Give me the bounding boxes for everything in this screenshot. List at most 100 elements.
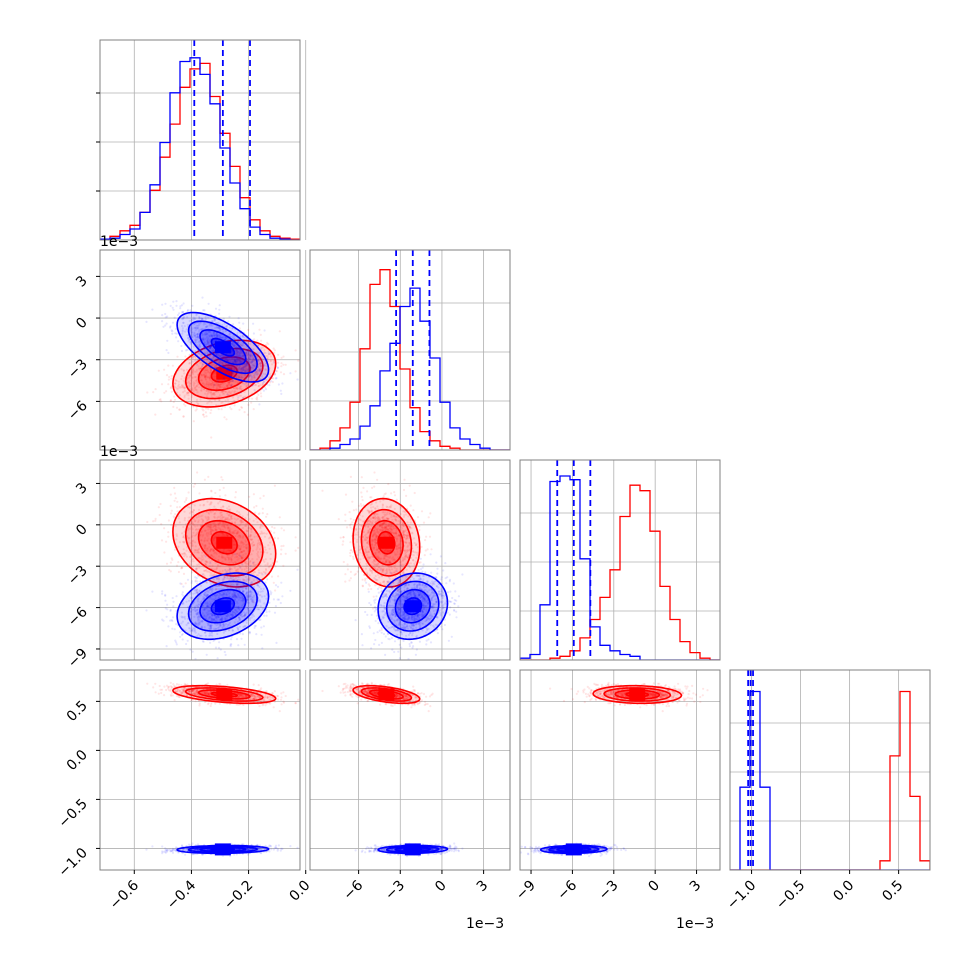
scatter-point — [247, 353, 250, 356]
scatter-point — [206, 519, 209, 522]
scatter-point — [236, 394, 239, 397]
scatter-point — [267, 352, 271, 356]
scatter-point — [229, 379, 232, 382]
scatter-point — [247, 328, 250, 332]
scatter-point — [181, 591, 184, 594]
scatter-point — [215, 335, 218, 339]
scatter-point — [244, 367, 247, 370]
scatter-point — [200, 317, 203, 320]
scatter-point — [233, 531, 236, 535]
scatter-point — [321, 489, 324, 492]
scatter-point — [215, 335, 219, 338]
scatter-point — [181, 532, 184, 535]
scatter-point — [240, 557, 244, 560]
scatter-point — [280, 362, 283, 365]
scatter-point — [219, 383, 222, 386]
scatter-point — [172, 400, 175, 404]
scatter-point — [199, 504, 202, 507]
scatter-point — [185, 497, 188, 500]
scatter-point — [234, 359, 237, 362]
scatter-point — [242, 549, 245, 552]
scatter-point — [172, 600, 175, 603]
scatter-point — [190, 544, 193, 548]
scatter-point — [182, 384, 185, 387]
scatter-point — [261, 532, 264, 535]
scatter-point — [241, 343, 244, 346]
scatter-point — [214, 588, 217, 591]
scatter-point — [209, 344, 212, 347]
scatter-point — [200, 554, 203, 557]
scatter-point — [165, 615, 168, 618]
scatter-point — [199, 354, 202, 357]
scatter-point — [259, 377, 262, 380]
scatter-point — [246, 367, 250, 371]
scatter-point — [216, 353, 219, 356]
scatter-point — [241, 543, 244, 546]
scatter-point — [185, 393, 188, 396]
scatter-point — [210, 344, 213, 347]
scatter-point — [217, 580, 220, 583]
scatter-point — [202, 409, 205, 412]
scatter-point — [242, 354, 245, 357]
scatter-point — [208, 346, 211, 349]
scatter-point — [259, 594, 262, 597]
scatter-point — [258, 369, 261, 372]
scatter-point — [244, 545, 247, 548]
scatter-point — [146, 520, 149, 524]
scatter-point — [198, 369, 201, 372]
scatter-point — [269, 381, 272, 384]
scatter-point — [237, 587, 241, 590]
scatter-point — [238, 546, 241, 549]
scatter-point — [234, 553, 237, 556]
scatter-point — [236, 339, 240, 342]
scatter-point — [240, 521, 244, 524]
scatter-point — [205, 533, 208, 536]
scatter-point — [226, 381, 229, 384]
scatter-point — [177, 517, 180, 520]
scatter-point — [231, 532, 234, 535]
scatter-point — [193, 534, 196, 537]
scatter-point — [213, 331, 216, 334]
scatter-point — [187, 381, 190, 384]
scatter-point — [169, 504, 172, 507]
scatter-point — [236, 352, 239, 355]
scatter-point — [257, 574, 260, 577]
scatter-point — [174, 513, 177, 516]
scatter-point — [249, 366, 252, 369]
scatter-point — [212, 537, 215, 540]
scatter-point — [240, 637, 243, 640]
scatter-point — [294, 536, 297, 539]
scatter-point — [182, 311, 185, 314]
scatter-point — [278, 330, 281, 333]
scatter-point — [238, 381, 242, 384]
scatter-point — [209, 524, 212, 527]
scatter-point — [181, 330, 184, 333]
scatter-point — [227, 363, 230, 366]
scatter-point — [192, 485, 195, 488]
scatter-point — [243, 390, 246, 394]
scatter-point — [194, 379, 197, 382]
scatter-point — [241, 537, 244, 540]
scatter-point — [174, 525, 177, 528]
scatter-point — [219, 329, 222, 332]
scatter-point — [240, 344, 243, 347]
scatter-point — [239, 358, 242, 361]
scatter-point — [211, 556, 214, 559]
scatter-point — [219, 648, 222, 651]
scatter-point — [234, 595, 237, 598]
scatter-point — [240, 544, 243, 548]
scatter-point — [245, 365, 248, 368]
scatter-point — [217, 361, 220, 365]
scatter-point — [249, 559, 252, 563]
scatter-point — [239, 534, 242, 537]
scatter-panel-2-0: −9−6−303 — [65, 459, 307, 671]
scatter-point — [198, 317, 201, 320]
scatter-point — [216, 334, 219, 337]
scatter-point — [268, 372, 271, 375]
scatter-point — [204, 377, 207, 380]
scatter-point — [214, 646, 218, 649]
scatter-point — [191, 650, 194, 653]
scatter-point — [252, 541, 255, 544]
scatter-point — [230, 517, 234, 520]
scatter-point — [226, 385, 229, 388]
